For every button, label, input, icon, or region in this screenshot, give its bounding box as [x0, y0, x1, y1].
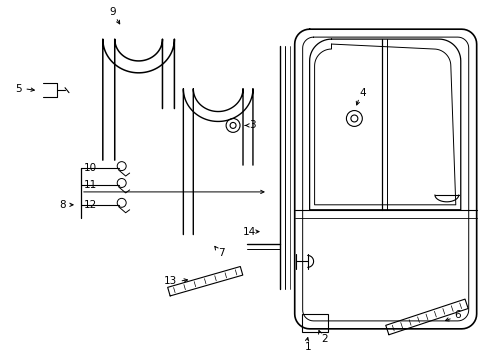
Text: 14: 14 [243, 226, 256, 237]
Text: 12: 12 [84, 200, 97, 210]
Text: 7: 7 [218, 248, 224, 258]
Text: 8: 8 [59, 200, 65, 210]
Text: 2: 2 [321, 334, 327, 344]
Text: 6: 6 [453, 310, 460, 320]
Bar [301, 314, 327, 332]
Text: 11: 11 [84, 180, 97, 190]
Text: 9: 9 [109, 7, 116, 17]
Text: 3: 3 [248, 121, 255, 130]
Text: 4: 4 [359, 88, 365, 98]
Text: 10: 10 [84, 163, 97, 173]
Text: 5: 5 [15, 84, 22, 94]
Text: 13: 13 [163, 276, 176, 286]
Text: 1: 1 [304, 342, 311, 352]
